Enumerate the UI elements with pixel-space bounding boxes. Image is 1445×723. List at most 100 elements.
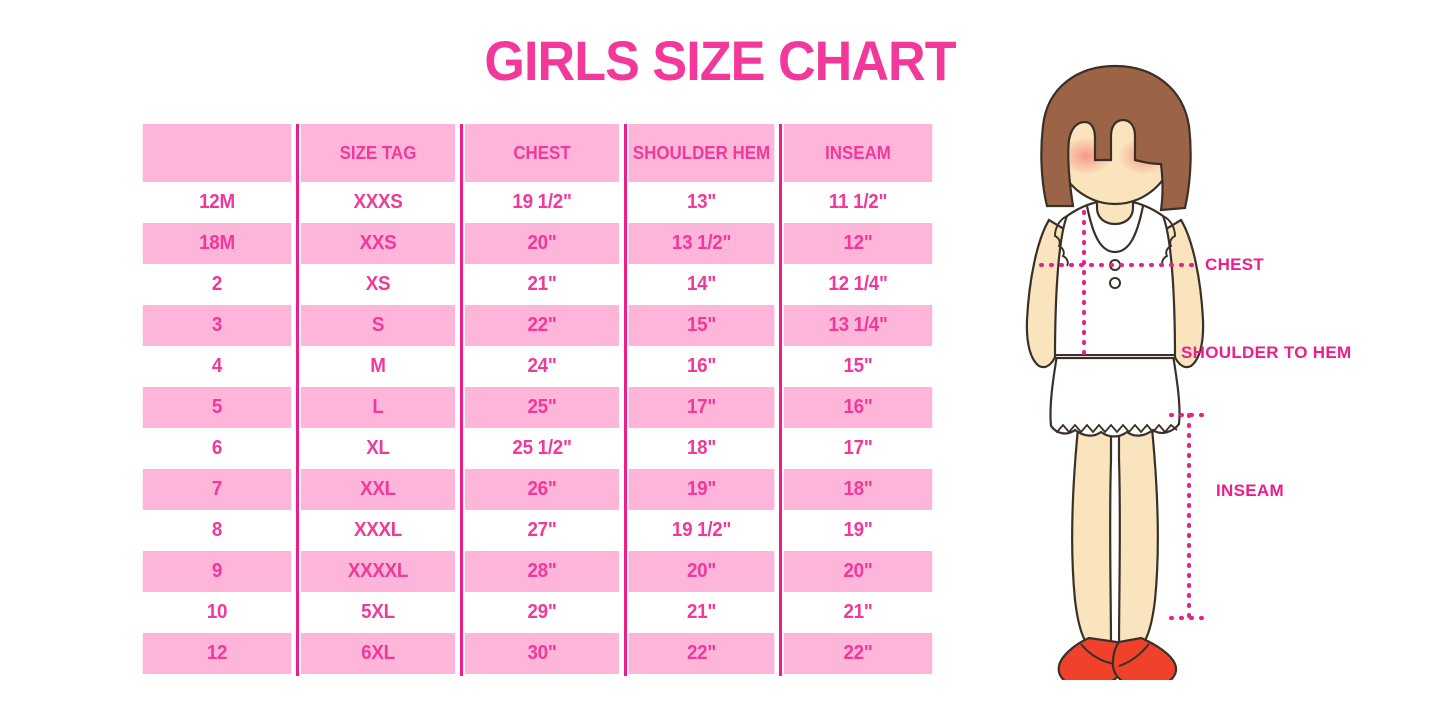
table-row: 3 S 22" 15" 13 1/4" — [138, 305, 937, 346]
table-row: 5 L 25" 17" 16" — [138, 387, 937, 428]
cell-shoulder-hem: 16" — [628, 346, 775, 387]
cell-chest: 20" — [464, 223, 620, 264]
cell-size: 5 — [142, 387, 292, 428]
cell-chest: 27" — [464, 510, 620, 551]
hair — [1040, 64, 1192, 212]
cell-size: 10 — [142, 592, 292, 633]
page-title: GIRLS SIZE CHART — [484, 29, 956, 92]
cell-size-tag: 5XL — [300, 592, 456, 633]
cell-shoulder-hem: 19" — [628, 469, 775, 510]
column-divider-1 — [296, 124, 299, 676]
cell-chest: 29" — [464, 592, 620, 633]
table-row: 7 XXL 26" 19" 18" — [138, 469, 937, 510]
table-row: 8 XXXL 27" 19 1/2" 19" — [138, 510, 937, 551]
label-chest: CHEST — [1205, 255, 1265, 274]
cell-shoulder-hem: 21" — [628, 592, 775, 633]
cell-chest: 21" — [464, 264, 620, 305]
cell-inseam: 18" — [783, 469, 933, 510]
cell-inseam: 13 1/4" — [783, 305, 933, 346]
skirt — [1049, 353, 1181, 438]
right-shoe-strap — [1118, 643, 1150, 667]
column-divider-4 — [779, 124, 782, 676]
cell-inseam: 15" — [783, 346, 933, 387]
cell-chest: 25" — [464, 387, 620, 428]
table-header-row: SIZE TAG CHEST SHOULDER HEM INSEAM — [138, 124, 937, 182]
label-inseam: INSEAM — [1216, 481, 1284, 500]
column-divider-3 — [624, 124, 627, 676]
cell-chest: 26" — [464, 469, 620, 510]
cell-inseam: 12" — [783, 223, 933, 264]
cell-chest: 28" — [464, 551, 620, 592]
cell-size: 7 — [142, 469, 292, 510]
table-row: 2 XS 21" 14" 12 1/4" — [138, 264, 937, 305]
cell-shoulder-hem: 14" — [628, 264, 775, 305]
table-row: 10 5XL 29" 21" 21" — [138, 592, 937, 633]
right-shoe — [1111, 636, 1178, 680]
table-header: SIZE TAG CHEST SHOULDER HEM INSEAM — [138, 124, 937, 182]
cell-shoulder-hem: 19 1/2" — [628, 510, 775, 551]
cell-chest: 22" — [464, 305, 620, 346]
cell-chest: 30" — [464, 633, 620, 674]
cell-size: 3 — [142, 305, 292, 346]
cell-size: 12M — [142, 182, 292, 223]
table-row: 18M XXS 20" 13 1/2" 12" — [138, 223, 937, 264]
cell-shoulder-hem: 13 1/2" — [628, 223, 775, 264]
cell-size-tag: M — [300, 346, 456, 387]
size-chart-table: SIZE TAG CHEST SHOULDER HEM INSEAM 12M XX… — [138, 124, 937, 674]
cell-size: 9 — [142, 551, 292, 592]
cell-shoulder-hem: 18" — [628, 428, 775, 469]
cell-size-tag: XL — [300, 428, 456, 469]
cell-size: 18M — [142, 223, 292, 264]
table-row: 6 XL 25 1/2" 18" 17" — [138, 428, 937, 469]
cell-size: 2 — [142, 264, 292, 305]
skirt-ruffle-edge — [1050, 423, 1178, 434]
table-row: 4 M 24" 16" 15" — [138, 346, 937, 387]
label-shoulder-to-hem: SHOULDER TO HEM — [1181, 343, 1352, 362]
cell-shoulder-hem: 13" — [628, 182, 775, 223]
column-header-inseam: INSEAM — [783, 124, 933, 182]
cell-size: 8 — [142, 510, 292, 551]
cell-size: 4 — [142, 346, 292, 387]
left-sleeve-ruffle — [1054, 215, 1069, 267]
left-shoe-strap — [1080, 643, 1116, 665]
cell-size-tag: XS — [300, 264, 456, 305]
cell-size-tag: XXXS — [300, 182, 456, 223]
cell-chest: 19 1/2" — [464, 182, 620, 223]
cell-inseam: 17" — [783, 428, 933, 469]
column-header-size-tag: SIZE TAG — [300, 124, 456, 182]
cell-size-tag: XXL — [300, 469, 456, 510]
cell-chest: 24" — [464, 346, 620, 387]
girl-figure-illustration — [985, 40, 1245, 680]
right-leg — [1117, 398, 1159, 648]
cell-inseam: 16" — [783, 387, 933, 428]
neckline — [1085, 205, 1145, 254]
table-row: 12M XXXS 19 1/2" 13" 11 1/2" — [138, 182, 937, 223]
cell-size: 6 — [142, 428, 292, 469]
size-chart-table-wrapper: SIZE TAG CHEST SHOULDER HEM INSEAM 12M XX… — [138, 124, 937, 676]
right-sleeve-ruffle — [1161, 215, 1176, 267]
cell-shoulder-hem: 22" — [628, 633, 775, 674]
cell-size-tag: 6XL — [300, 633, 456, 674]
cell-size-tag: L — [300, 387, 456, 428]
cell-size-tag: XXXL — [300, 510, 456, 551]
cell-inseam: 12 1/4" — [783, 264, 933, 305]
column-header-size — [142, 124, 292, 182]
cell-size: 12 — [142, 633, 292, 674]
left-leg — [1071, 398, 1113, 648]
cell-shoulder-hem: 20" — [628, 551, 775, 592]
cell-size-tag: XXXXL — [300, 551, 456, 592]
table-row: 9 XXXXL 28" 20" 20" — [138, 551, 937, 592]
column-header-chest: CHEST — [464, 124, 620, 182]
cell-shoulder-hem: 15" — [628, 305, 775, 346]
table-row: 12 6XL 30" 22" 22" — [138, 633, 937, 674]
button-lower — [1109, 277, 1121, 289]
cell-chest: 25 1/2" — [464, 428, 620, 469]
measurement-guides — [1039, 210, 1205, 620]
figure-body-group — [1025, 64, 1205, 680]
cell-inseam: 22" — [783, 633, 933, 674]
cell-shoulder-hem: 17" — [628, 387, 775, 428]
cell-inseam: 19" — [783, 510, 933, 551]
column-header-shoulder-hem: SHOULDER HEM — [628, 124, 775, 182]
table-body: 12M XXXS 19 1/2" 13" 11 1/2" 18M XXS 20" 13 1/2"… — [138, 182, 937, 674]
